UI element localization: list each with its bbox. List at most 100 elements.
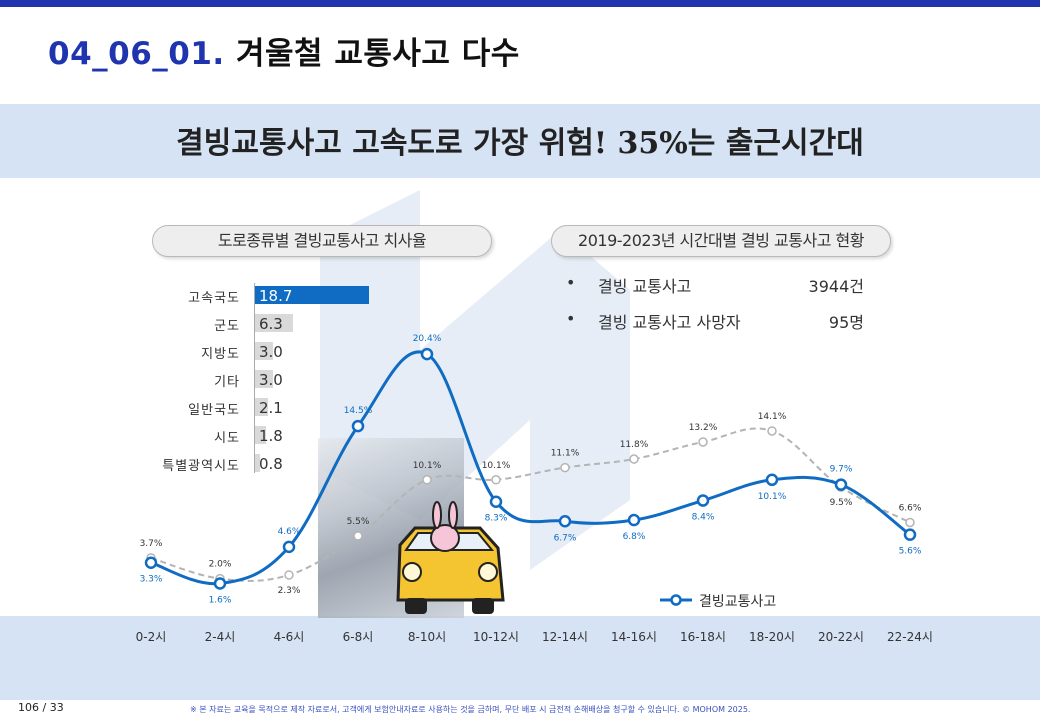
bar-label: 시도 xyxy=(214,431,240,446)
data-label-main: 6.7% xyxy=(554,533,577,543)
footer-disclaimer: ※ 본 자료는 교육을 목적으로 제작 자료로서, 고객에게 보험안내자료로 사… xyxy=(190,705,751,714)
right-panel-title: 2019-2023년 시간대별 결빙 교통사고 현황 xyxy=(551,225,891,257)
data-label-secondary: 2.0% xyxy=(209,560,232,570)
series-point-secondary xyxy=(491,475,501,485)
bar-label: 일반국도 xyxy=(188,403,240,418)
data-label-secondary: 10.1% xyxy=(482,461,511,471)
series-point-secondary xyxy=(767,426,777,436)
series-point-main xyxy=(144,556,158,569)
series-point-main xyxy=(558,515,572,528)
x-tick-label: 12-14시 xyxy=(542,630,588,644)
bar-value-label: 3.0 xyxy=(259,371,283,389)
data-label-secondary: 11.1% xyxy=(551,449,580,459)
bar xyxy=(255,426,266,444)
series-point-secondary xyxy=(698,437,708,447)
series-point-secondary xyxy=(905,517,915,528)
data-label-secondary: 14.1% xyxy=(758,412,787,422)
x-tick-label: 22-24시 xyxy=(887,630,933,644)
bar-label: 기타 xyxy=(214,375,240,390)
bar-label: 특별광역시도 xyxy=(162,459,240,474)
bar xyxy=(255,454,260,472)
series-point-secondary xyxy=(560,462,570,473)
bar xyxy=(255,314,294,332)
series-point-secondary xyxy=(422,475,432,485)
legend-marker xyxy=(670,594,682,606)
data-label-secondary: 13.2% xyxy=(689,423,718,433)
x-tick-label: 18-20시 xyxy=(749,630,795,644)
series-point-main xyxy=(834,478,848,491)
series-point-secondary xyxy=(284,570,294,580)
slide-number: 04_06_01. xyxy=(48,36,225,72)
x-tick-label: 10-12시 xyxy=(473,630,519,644)
bar-value-label: 1.8 xyxy=(259,427,283,445)
headline-banner xyxy=(0,104,1040,178)
top-accent-bar xyxy=(0,0,1040,7)
data-label-main: 8.4% xyxy=(692,513,715,523)
data-label-secondary: 11.8% xyxy=(620,440,649,450)
series-point-main xyxy=(903,528,917,541)
series-point-main xyxy=(351,419,365,433)
x-tick-label: 16-18시 xyxy=(680,630,726,644)
bar-label: 고속국도 xyxy=(188,291,240,306)
stat-label-accidents: 결빙 교통사고 xyxy=(598,277,692,296)
data-label-main: 8.3% xyxy=(485,514,508,524)
data-label-main: 4.6% xyxy=(278,527,301,537)
data-label-main: 10.1% xyxy=(758,492,787,502)
data-label-secondary: 3.7% xyxy=(140,539,163,549)
data-label-main: 5.6% xyxy=(899,547,922,557)
data-label-secondary: 9.5% xyxy=(830,498,853,508)
axis-band xyxy=(0,616,1040,700)
bar xyxy=(255,370,274,388)
stat-bullet: • xyxy=(566,273,576,292)
data-label-secondary: 5.5% xyxy=(347,517,370,527)
data-label-secondary: 2.3% xyxy=(278,586,301,596)
series-point-main xyxy=(627,513,641,527)
bar xyxy=(255,398,268,416)
bar-value-label: 2.1 xyxy=(259,399,283,417)
data-label-secondary: 6.6% xyxy=(899,503,922,513)
bar-axis-line xyxy=(254,283,255,473)
slide-title-text: 겨울철 교통사고 다수 xyxy=(224,36,520,72)
bar xyxy=(255,342,274,360)
series-line-main xyxy=(150,350,911,586)
headline: 결빙교통사고 고속도로 가장 위험! 35%는 출근시간대 xyxy=(176,126,864,161)
bar-label: 지방도 xyxy=(201,347,240,362)
left-panel-title: 도로종류별 결빙교통사고 치사율 xyxy=(152,225,492,257)
series-point-main xyxy=(282,540,296,554)
series-point-main xyxy=(696,494,710,507)
bar xyxy=(255,286,369,304)
bar-value-label: 6.3 xyxy=(259,315,283,333)
stat-value-accidents: 3944건 xyxy=(808,277,864,296)
data-label-main: 1.6% xyxy=(209,595,232,605)
x-tick-label: 0-2시 xyxy=(136,630,167,644)
x-tick-label: 4-6시 xyxy=(274,630,305,644)
stat-label-deaths: 결빙 교통사고 사망자 xyxy=(598,313,741,332)
cartoon-car-illustration xyxy=(396,501,505,614)
bar-value-label: 0.8 xyxy=(259,455,283,473)
x-tick-label: 20-22시 xyxy=(818,630,864,644)
data-label-main: 6.8% xyxy=(623,532,646,542)
bar-value-label: 18.7 xyxy=(259,287,293,305)
page-number: 106 / 33 xyxy=(18,701,64,714)
series-point-main xyxy=(420,347,434,361)
data-label-main: 3.3% xyxy=(140,575,163,585)
data-label-main: 20.4% xyxy=(413,334,442,344)
data-label-secondary: 10.1% xyxy=(413,461,442,471)
x-tick-label: 2-4시 xyxy=(205,630,236,644)
slide-title: 04_06_01. 겨울철 교통사고 다수 xyxy=(48,28,520,73)
x-tick-label: 8-10시 xyxy=(408,630,446,644)
stat-bullet: • xyxy=(566,309,576,328)
bar-label: 군도 xyxy=(214,319,240,334)
legend-label: 결빙교통사고 xyxy=(699,594,776,610)
series-point-secondary xyxy=(629,454,639,464)
stat-value-deaths: 95명 xyxy=(828,313,864,332)
data-label-main: 9.7% xyxy=(830,465,853,475)
series-point-main xyxy=(765,473,779,487)
x-tick-label: 6-8시 xyxy=(343,630,374,644)
bar-value-label: 3.0 xyxy=(259,343,283,361)
series-point-secondary xyxy=(353,531,363,541)
data-label-main: 14.5% xyxy=(344,406,373,416)
series-point-main xyxy=(213,577,227,590)
series-line-secondary xyxy=(150,427,911,582)
